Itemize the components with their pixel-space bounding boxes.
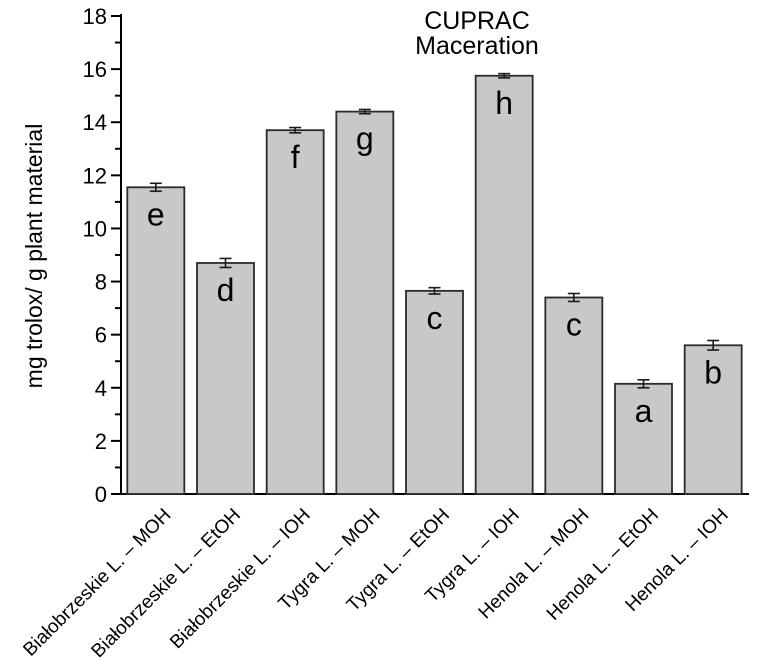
significance-letter: h (495, 85, 513, 121)
bar (474, 74, 534, 495)
bar (265, 129, 325, 495)
y-axis-label: mg trolox/ g plant material (21, 124, 47, 389)
significance-letter: c (566, 306, 582, 342)
y-tick-label: 16 (83, 57, 107, 82)
y-tick-label: 12 (83, 163, 107, 188)
bar (335, 110, 395, 495)
significance-letter: a (635, 393, 653, 429)
bar (405, 289, 464, 495)
bar (126, 186, 186, 495)
y-tick-label: 14 (83, 110, 107, 135)
y-tick-label: 10 (83, 216, 107, 241)
chart-title: CUPRAC (424, 7, 530, 35)
bar (544, 296, 604, 495)
y-tick-label: 0 (95, 482, 107, 507)
chart-subtitle: Maceration (415, 32, 539, 60)
y-tick-label: 2 (95, 429, 107, 454)
y-tick-label: 6 (95, 323, 107, 348)
bar (683, 344, 743, 495)
significance-letter: f (291, 139, 300, 175)
y-tick-label: 8 (95, 270, 107, 295)
significance-letter: c (427, 300, 443, 336)
significance-letter: e (147, 196, 165, 232)
significance-letter: d (217, 272, 235, 308)
bar (196, 262, 255, 495)
x-category-label: Białobrzeskie L. – IOH (166, 505, 315, 654)
significance-letter: g (356, 121, 374, 157)
y-tick-label: 18 (83, 4, 107, 29)
significance-letter: b (704, 354, 722, 390)
y-tick-label: 4 (95, 376, 107, 401)
